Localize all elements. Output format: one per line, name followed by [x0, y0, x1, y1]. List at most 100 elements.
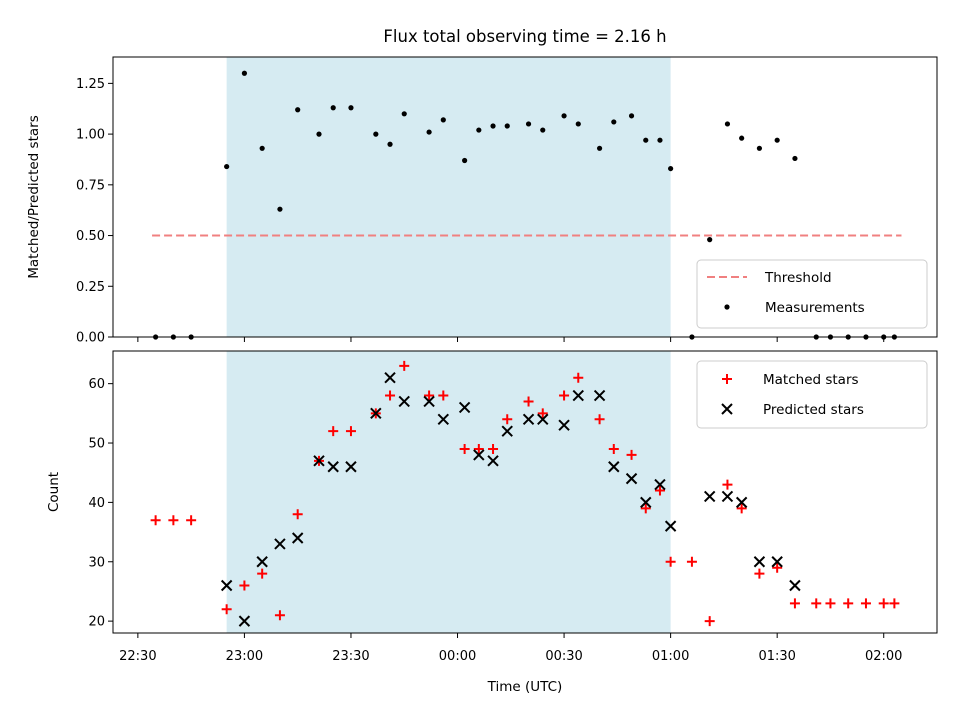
predicted-stars-point — [753, 556, 766, 568]
matched-stars-point — [459, 443, 470, 454]
predicted-stars-point — [345, 461, 357, 473]
predicted-stars-point — [291, 532, 304, 544]
predicted-stars-point — [256, 556, 268, 568]
predicted-stars-point — [789, 579, 801, 592]
matched-stars-point — [704, 616, 715, 627]
y-tick-label: 0.00 — [76, 331, 105, 346]
predicted-stars-point — [572, 389, 584, 402]
predicted-stars-point — [501, 425, 513, 437]
measurement-point — [525, 121, 532, 127]
measurement-point — [373, 131, 379, 137]
measurement-point — [774, 137, 780, 143]
measurement-point — [348, 105, 354, 111]
matched-stars-point — [594, 414, 605, 425]
y-tick-label: 40 — [88, 496, 105, 511]
matched-stars-point — [537, 408, 548, 419]
measurement-point — [756, 145, 763, 151]
legend-measurements-swatch — [724, 304, 730, 310]
predicted-stars-point — [721, 490, 734, 503]
matched-stars-point — [399, 360, 410, 371]
predicted-stars-point — [327, 461, 339, 473]
measurement-point — [611, 119, 617, 125]
x-tick-label: 23:30 — [332, 649, 369, 664]
matched-stars-point — [385, 390, 396, 401]
matched-stars-point — [239, 580, 250, 591]
observing-window-shade — [226, 57, 671, 337]
x-tick-label: 01:30 — [758, 649, 795, 664]
x-tick-label: 22:30 — [119, 649, 156, 664]
matched-stars-point — [274, 610, 285, 621]
matched-stars-point — [889, 598, 900, 609]
measurement-point — [387, 141, 393, 147]
measurement-point — [259, 145, 265, 151]
matched-stars-point — [686, 556, 697, 567]
measurement-point — [277, 206, 283, 212]
top-legend: Threshold Measurements — [696, 259, 928, 329]
legend-predicted-label: Predicted stars — [763, 402, 864, 418]
matched-stars-point — [488, 443, 499, 454]
matched-stars-point — [345, 426, 356, 437]
y-tick-label: 0.25 — [76, 280, 105, 295]
y-tick-label: 1.25 — [76, 77, 105, 92]
x-tick-label: 00:30 — [545, 649, 582, 664]
predicted-stars-point — [522, 413, 535, 425]
measurement-point — [440, 117, 446, 123]
y-tick-label: 20 — [88, 615, 105, 630]
top-y-axis-label: Matched/Predicted stars — [26, 115, 42, 278]
predicted-stars-point — [398, 395, 410, 408]
matched-stars-point — [150, 515, 161, 526]
y-tick-label: 1.00 — [76, 128, 105, 143]
matched-stars-point — [328, 426, 339, 437]
measurement-point — [724, 121, 731, 127]
measurement-point — [504, 123, 510, 129]
legend-matched-swatch — [722, 374, 732, 384]
measurement-point — [316, 131, 322, 137]
y-tick-label: 50 — [88, 437, 105, 452]
matched-stars-point — [878, 598, 889, 609]
measurement-point — [657, 137, 663, 143]
matched-stars-point — [523, 396, 534, 407]
matched-stars-point — [438, 390, 449, 401]
matched-stars-point — [473, 443, 484, 454]
ratio-panel: 0.00 0.25 0.50 0.75 1.00 1.25 Threshold Measure… — [76, 56, 938, 346]
chart-title: Flux total observing time = 2.16 h — [383, 27, 666, 46]
matched-stars-point — [789, 598, 800, 609]
y-tick-label: 30 — [88, 555, 105, 570]
predicted-stars-point — [473, 449, 485, 461]
measurement-point — [668, 165, 674, 172]
matched-stars-point — [186, 515, 197, 526]
matched-stars-point — [736, 503, 747, 514]
bottom-y-axis-label: Count — [46, 472, 62, 512]
matched-stars-point — [843, 598, 854, 609]
legend-measurements-label: Measurements — [765, 300, 865, 316]
legend-predicted-swatch — [721, 403, 733, 415]
measurement-point — [490, 123, 496, 129]
legend-box — [696, 259, 928, 329]
matched-stars-point — [722, 479, 733, 490]
predicted-stars-point — [423, 395, 435, 408]
matched-stars-point — [626, 449, 637, 460]
legend-matched-label: Matched stars — [763, 372, 859, 388]
panel-frame — [112, 56, 938, 338]
legend-box — [696, 360, 928, 429]
x-axis-label: Time (UTC) — [487, 679, 563, 695]
bottom-legend: Matched stars Predicted stars — [696, 360, 928, 429]
measurement-point — [575, 121, 581, 127]
predicted-stars-point — [703, 490, 716, 503]
matched-stars-point — [573, 372, 584, 383]
measurement-point — [462, 157, 468, 164]
x-tick-label: 23:00 — [226, 649, 263, 664]
x-tick-label: 02:00 — [865, 649, 902, 664]
predicted-stars-point — [370, 407, 382, 420]
matched-stars-point — [640, 503, 651, 514]
count-panel: 20 30 40 50 60 22:30 23:00 23:30 00:00 00:30 01:00… — [88, 350, 938, 664]
observing-window-shade — [226, 351, 671, 633]
predicted-stars-point — [238, 615, 251, 627]
y-tick-label: 60 — [88, 377, 105, 392]
matched-stars-point — [811, 598, 822, 609]
matched-stars-point — [772, 562, 783, 573]
y-tick-label: 0.50 — [76, 229, 105, 244]
measurement-point — [540, 127, 546, 133]
panel-frame — [112, 350, 938, 634]
